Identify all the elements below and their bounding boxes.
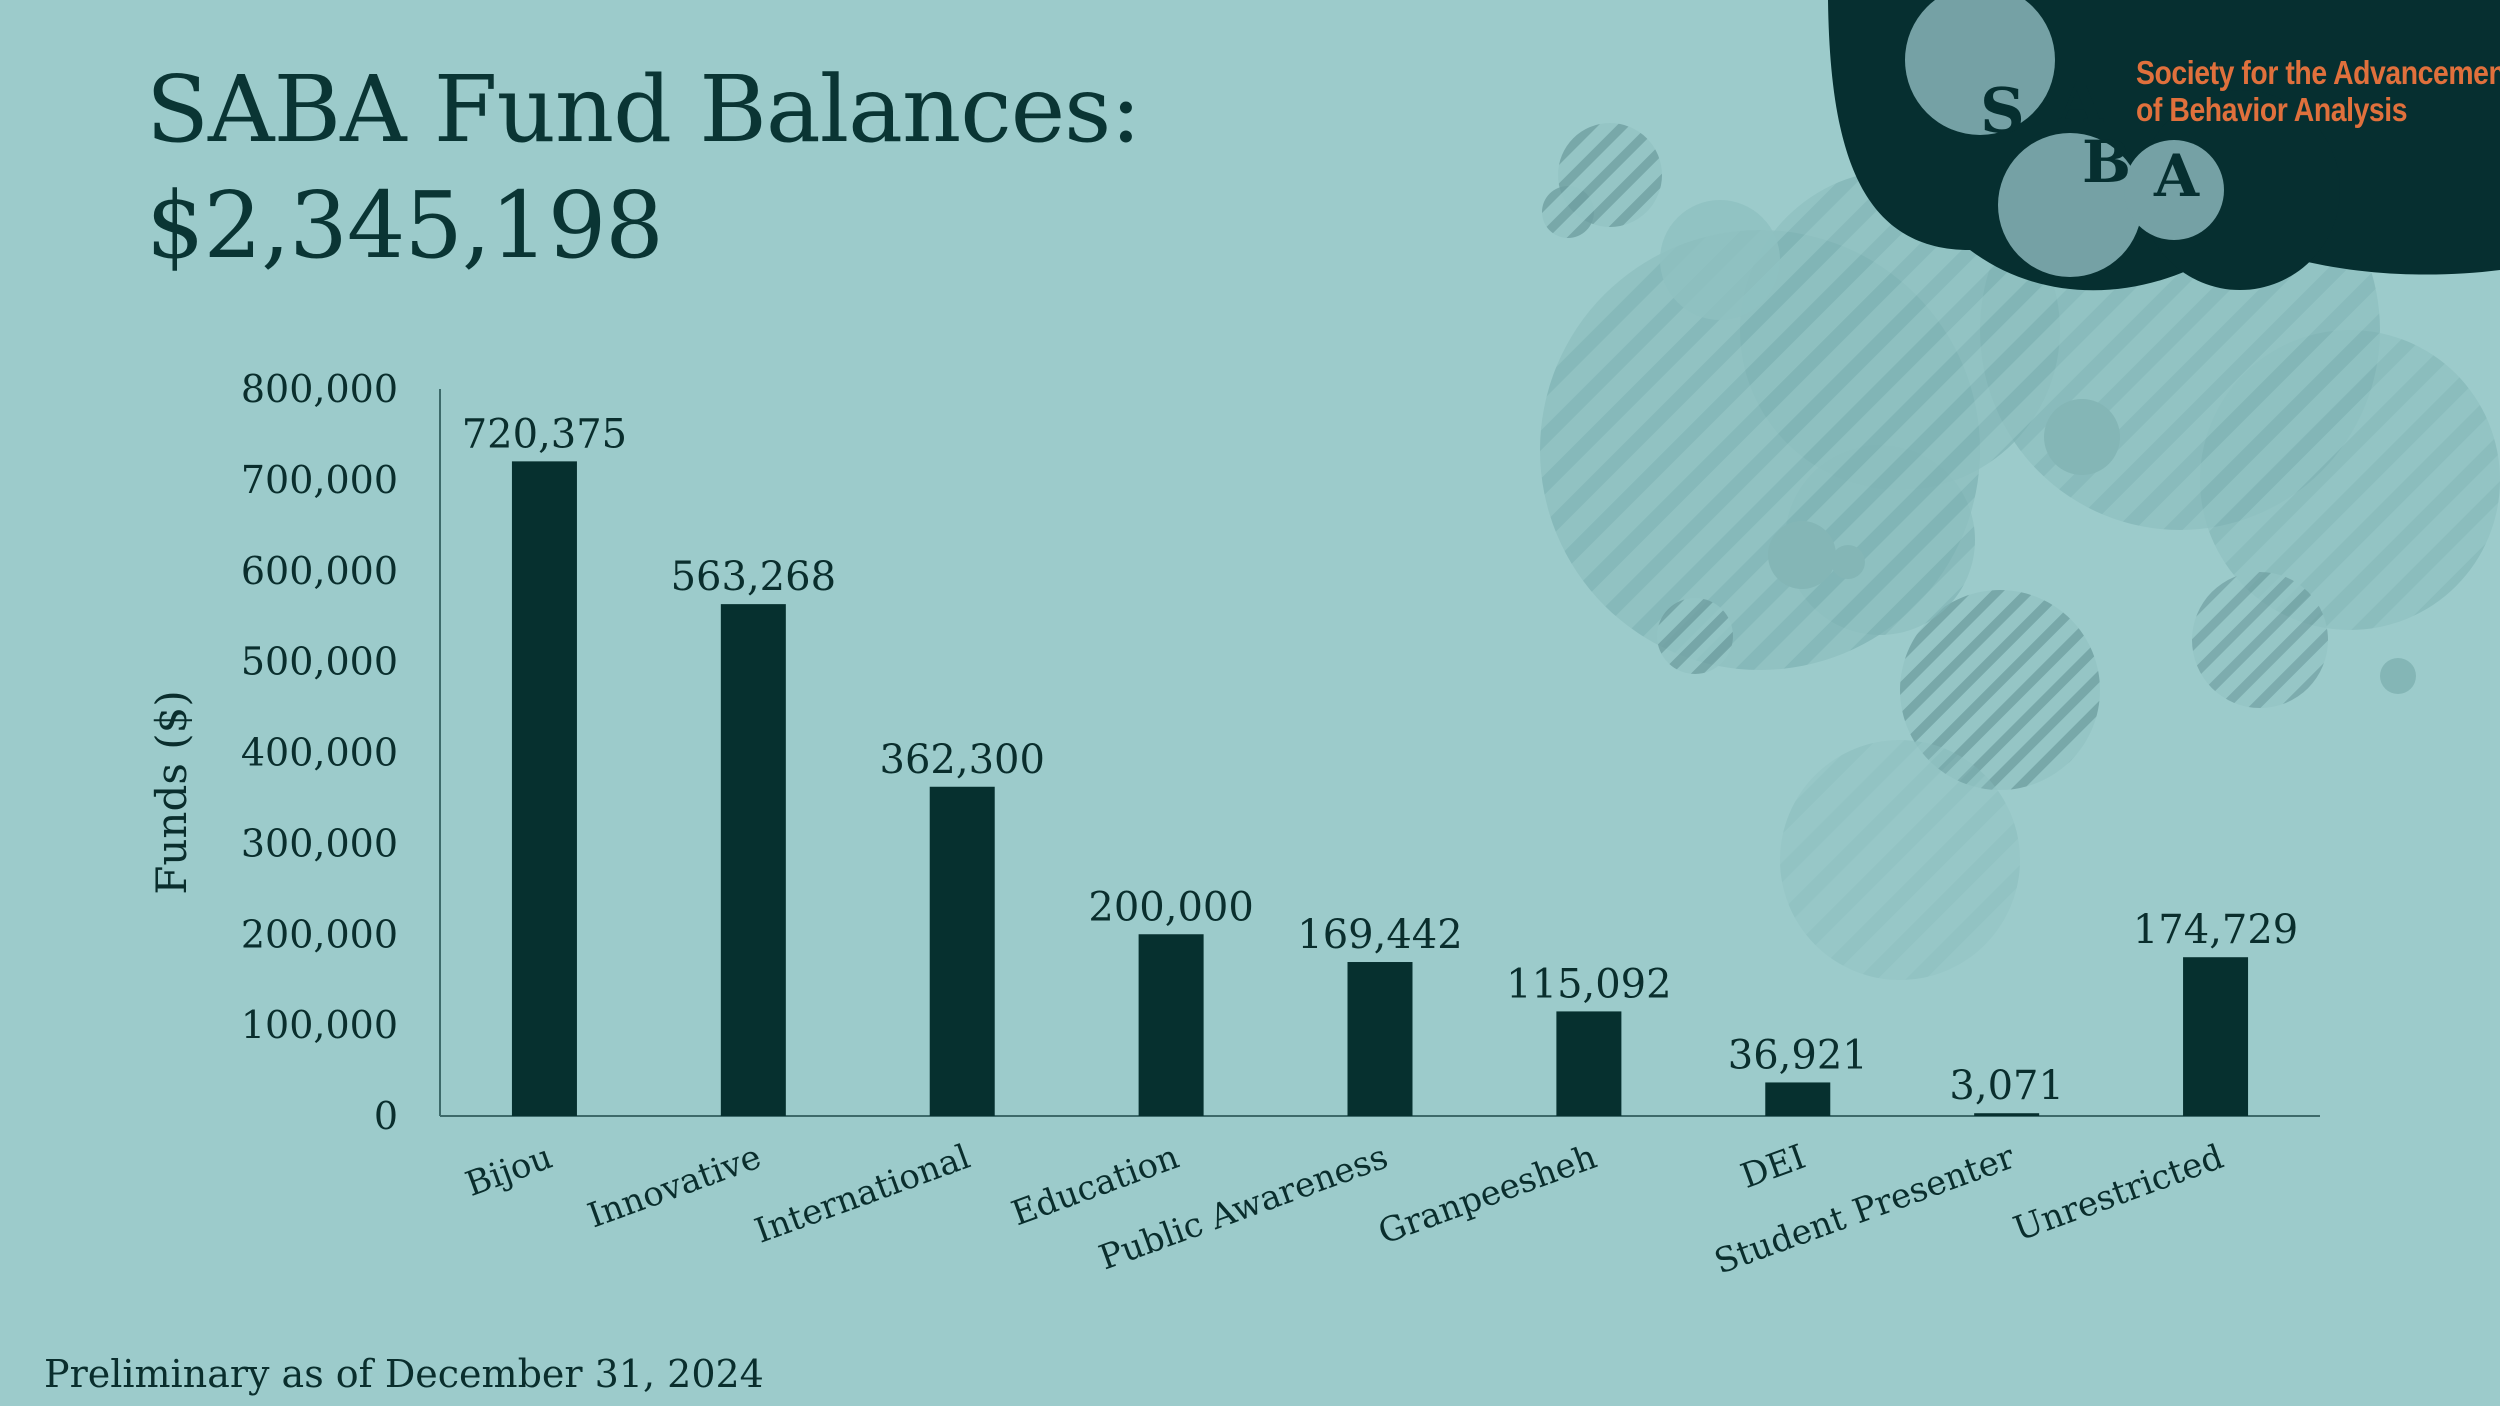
logo-letter-s: S xyxy=(1980,74,2025,147)
bar xyxy=(1974,1113,2040,1116)
category-label: Bijou xyxy=(460,1137,557,1205)
logo-letter-a2: A xyxy=(2153,142,2200,210)
y-tick-label: 600,000 xyxy=(241,549,398,593)
bar xyxy=(1347,962,1413,1116)
category-label: DEI xyxy=(1736,1137,1811,1197)
y-tick-label: 500,000 xyxy=(241,640,398,684)
y-tick-label: 100,000 xyxy=(241,1003,398,1047)
data-label: 200,000 xyxy=(1088,884,1253,930)
bars xyxy=(511,461,2249,1116)
y-tick-label: 300,000 xyxy=(241,821,398,865)
y-tick-label: 400,000 xyxy=(241,731,398,775)
page-title: SABA Fund Balances: $2,345,198 xyxy=(146,52,1141,284)
logo-org-line2: of Behavior Analysis xyxy=(2136,91,2408,128)
y-tick-label: 0 xyxy=(374,1094,398,1138)
saba-logo: S A B A xyxy=(1828,0,2500,291)
data-label: 3,071 xyxy=(1949,1063,2064,1109)
logo-org-name: Society for the Advancement of Behavior … xyxy=(2136,54,2500,128)
bar xyxy=(511,461,577,1116)
data-label: 115,092 xyxy=(1506,961,1671,1007)
category-label: International xyxy=(750,1137,976,1252)
bar xyxy=(2183,957,2249,1116)
y-tick-label: 700,000 xyxy=(241,458,398,502)
category-label: Granpeesheh xyxy=(1373,1137,1602,1253)
category-label: Unrestricted xyxy=(2008,1137,2228,1250)
data-labels: 720,375 563,268 362,300 200,000 169,442 115,0… xyxy=(462,411,2299,1109)
y-axis-title: Funds ($) xyxy=(147,690,196,895)
data-label: 362,300 xyxy=(880,737,1045,783)
logo-org-line1: Society for the Advancement xyxy=(2136,54,2500,91)
title-line1: SABA Fund Balances: xyxy=(146,56,1141,163)
data-label: 169,442 xyxy=(1297,912,1462,958)
y-axis: 0 100,000 200,000 300,000 400,000 500,000 600,… xyxy=(241,367,441,1138)
bar xyxy=(1556,1011,1622,1116)
y-tick-label: 800,000 xyxy=(241,367,398,411)
bar xyxy=(720,604,786,1116)
y-tick-label: 200,000 xyxy=(241,912,398,956)
footnote: Preliminary as of December 31, 2024 xyxy=(44,1352,764,1396)
logo-letter-b: B xyxy=(2082,128,2131,196)
bar xyxy=(1138,934,1204,1116)
data-label: 720,375 xyxy=(462,411,627,457)
hatched-circles xyxy=(1540,123,2500,980)
logo-letter-a1: A xyxy=(2057,68,2104,136)
data-label: 563,268 xyxy=(671,554,836,600)
title-line2: $2,345,198 xyxy=(146,172,664,279)
category-label: Innovative xyxy=(583,1137,767,1237)
bar xyxy=(929,786,995,1116)
data-label: 36,921 xyxy=(1728,1032,1868,1078)
bar xyxy=(1765,1082,1831,1116)
data-label: 174,729 xyxy=(2133,907,2298,953)
